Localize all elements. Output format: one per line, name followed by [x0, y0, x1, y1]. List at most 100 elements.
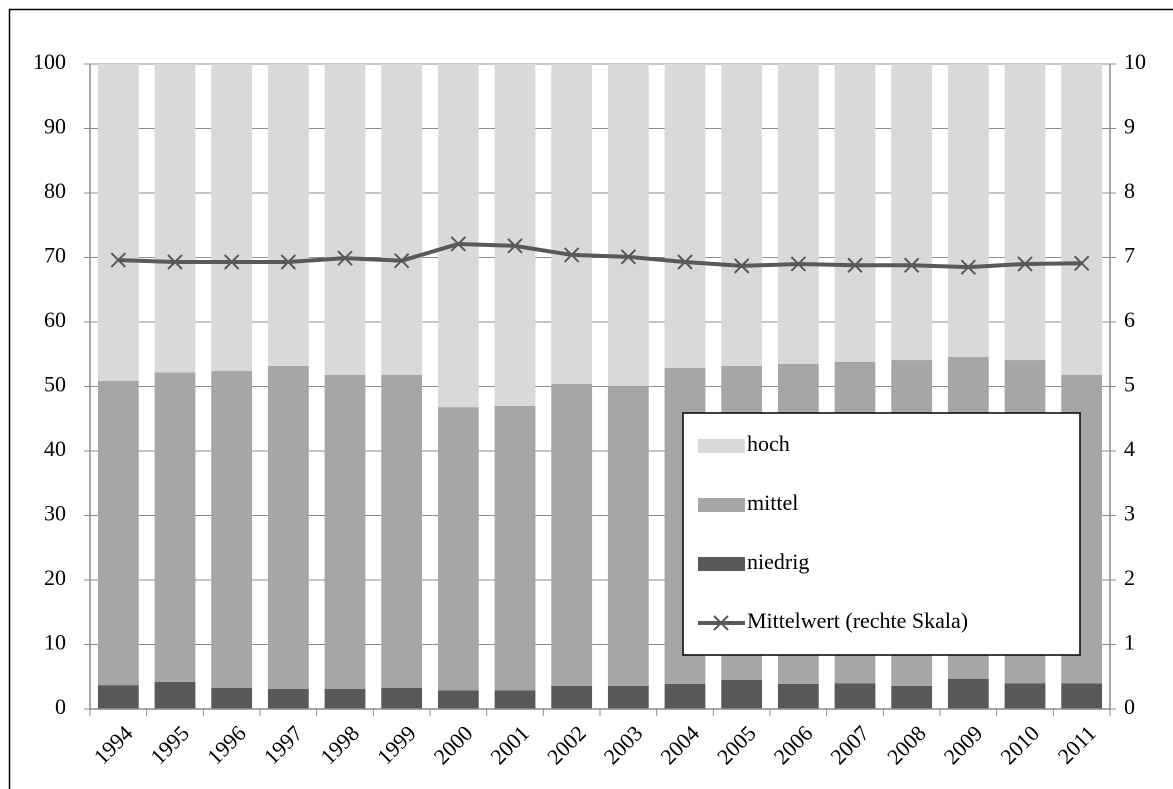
y-tick-label: 60 — [44, 307, 66, 332]
bar-segment — [891, 64, 933, 361]
chart-border — [8, 8, 1173, 789]
bar-segment — [324, 374, 366, 690]
y2-tick-label: 10 — [1124, 49, 1146, 74]
marker — [563, 247, 580, 263]
bar-segment — [154, 372, 196, 682]
bar-segment — [267, 365, 309, 690]
bar-segment — [1004, 683, 1046, 709]
bar-segment — [494, 405, 536, 691]
legend-swatch — [698, 439, 745, 453]
legend-label: Mittelwert (rechte Skala) — [747, 608, 968, 633]
bar-segment — [494, 690, 536, 709]
line — [118, 241, 1082, 270]
bar-segment — [607, 64, 649, 386]
marker — [450, 236, 467, 252]
x-tick-label: 2003 — [599, 720, 648, 769]
marker — [677, 254, 693, 270]
bar-segment — [324, 689, 366, 709]
x-tick-label: 2002 — [542, 720, 591, 769]
bar-segment — [607, 685, 649, 709]
marker — [903, 257, 920, 273]
y-tick-label: 10 — [44, 630, 66, 655]
marker — [960, 259, 977, 275]
x-tick-label: 2010 — [995, 720, 1044, 769]
y2-tick-label: 9 — [1124, 114, 1135, 139]
x-tick-label: 2006 — [769, 720, 818, 769]
bar-segment — [381, 687, 423, 709]
bar-segment — [211, 687, 253, 709]
marker — [847, 257, 863, 273]
marker — [620, 249, 637, 265]
bar-segment — [381, 64, 423, 375]
x-tick-label: 1994 — [89, 720, 138, 769]
legend-label: hoch — [747, 431, 790, 456]
x-tick-label: 1997 — [259, 720, 308, 769]
marker — [1073, 255, 1090, 272]
y2-tick-label: 1 — [1124, 630, 1135, 655]
marker — [507, 238, 523, 254]
bar-segment — [1061, 683, 1103, 709]
y-tick-label: 70 — [44, 243, 66, 268]
legend-box — [682, 412, 1081, 656]
y-tick-label: 0 — [55, 694, 66, 719]
marker — [790, 256, 807, 272]
marker — [337, 250, 353, 266]
marker — [393, 253, 410, 269]
marker — [1017, 256, 1033, 272]
y-tick-label: 20 — [44, 565, 66, 590]
y-tick-label: 30 — [44, 501, 66, 526]
y-tick-label: 90 — [44, 114, 66, 139]
bar-segment — [154, 64, 196, 373]
bar-segment — [97, 685, 139, 709]
bar-segment — [324, 64, 366, 375]
x-tick-label: 2011 — [1053, 720, 1101, 768]
bar-segment — [211, 371, 253, 688]
x-tick-label: 2004 — [655, 720, 704, 769]
x-tick-label: 2000 — [429, 720, 478, 769]
legend-swatch — [698, 557, 745, 571]
bar-segment — [97, 380, 139, 686]
bar-segment — [1061, 64, 1103, 375]
bar-segment — [721, 64, 763, 366]
y2-tick-label: 4 — [1124, 436, 1135, 461]
bar-segment — [551, 685, 593, 709]
bar-segment — [664, 683, 706, 709]
marker — [167, 254, 183, 270]
legend-marker — [713, 615, 729, 631]
y2-tick-label: 3 — [1124, 501, 1135, 526]
marker — [223, 254, 240, 270]
x-tick-label: 1999 — [372, 720, 421, 769]
y2-tick-label: 2 — [1124, 565, 1135, 590]
y2-tick-label: 6 — [1124, 307, 1135, 332]
x-tick-label: 2005 — [712, 720, 761, 769]
y-tick-label: 50 — [44, 372, 66, 397]
x-tick-label: 2001 — [485, 720, 534, 769]
x-tick-label: 1995 — [145, 720, 194, 769]
bar-segment — [607, 385, 649, 686]
bar-segment — [947, 678, 989, 709]
bar-segment — [437, 407, 479, 691]
bar-segment — [834, 683, 876, 709]
bar-segment — [664, 64, 706, 368]
y-tick-label: 80 — [44, 178, 66, 203]
bar-segment — [97, 64, 139, 381]
y-tick-label: 40 — [44, 436, 66, 461]
y-tick-label: 100 — [33, 49, 66, 74]
x-tick-label: 1996 — [202, 720, 251, 769]
y2-tick-label: 5 — [1124, 372, 1135, 397]
bar-segment — [267, 689, 309, 709]
legend-label: niedrig — [747, 549, 809, 574]
bar-segment — [777, 683, 819, 709]
bar-segment — [437, 64, 479, 408]
bar-segment — [381, 374, 423, 688]
bar-segment — [1004, 64, 1046, 361]
marker — [280, 254, 297, 270]
bar-segment — [494, 64, 536, 406]
x-tick-label: 1998 — [315, 720, 364, 769]
bar-segment — [947, 64, 989, 357]
y2-tick-label: 8 — [1124, 178, 1135, 203]
y2-tick-label: 7 — [1124, 243, 1135, 268]
bar-segment — [551, 383, 593, 686]
